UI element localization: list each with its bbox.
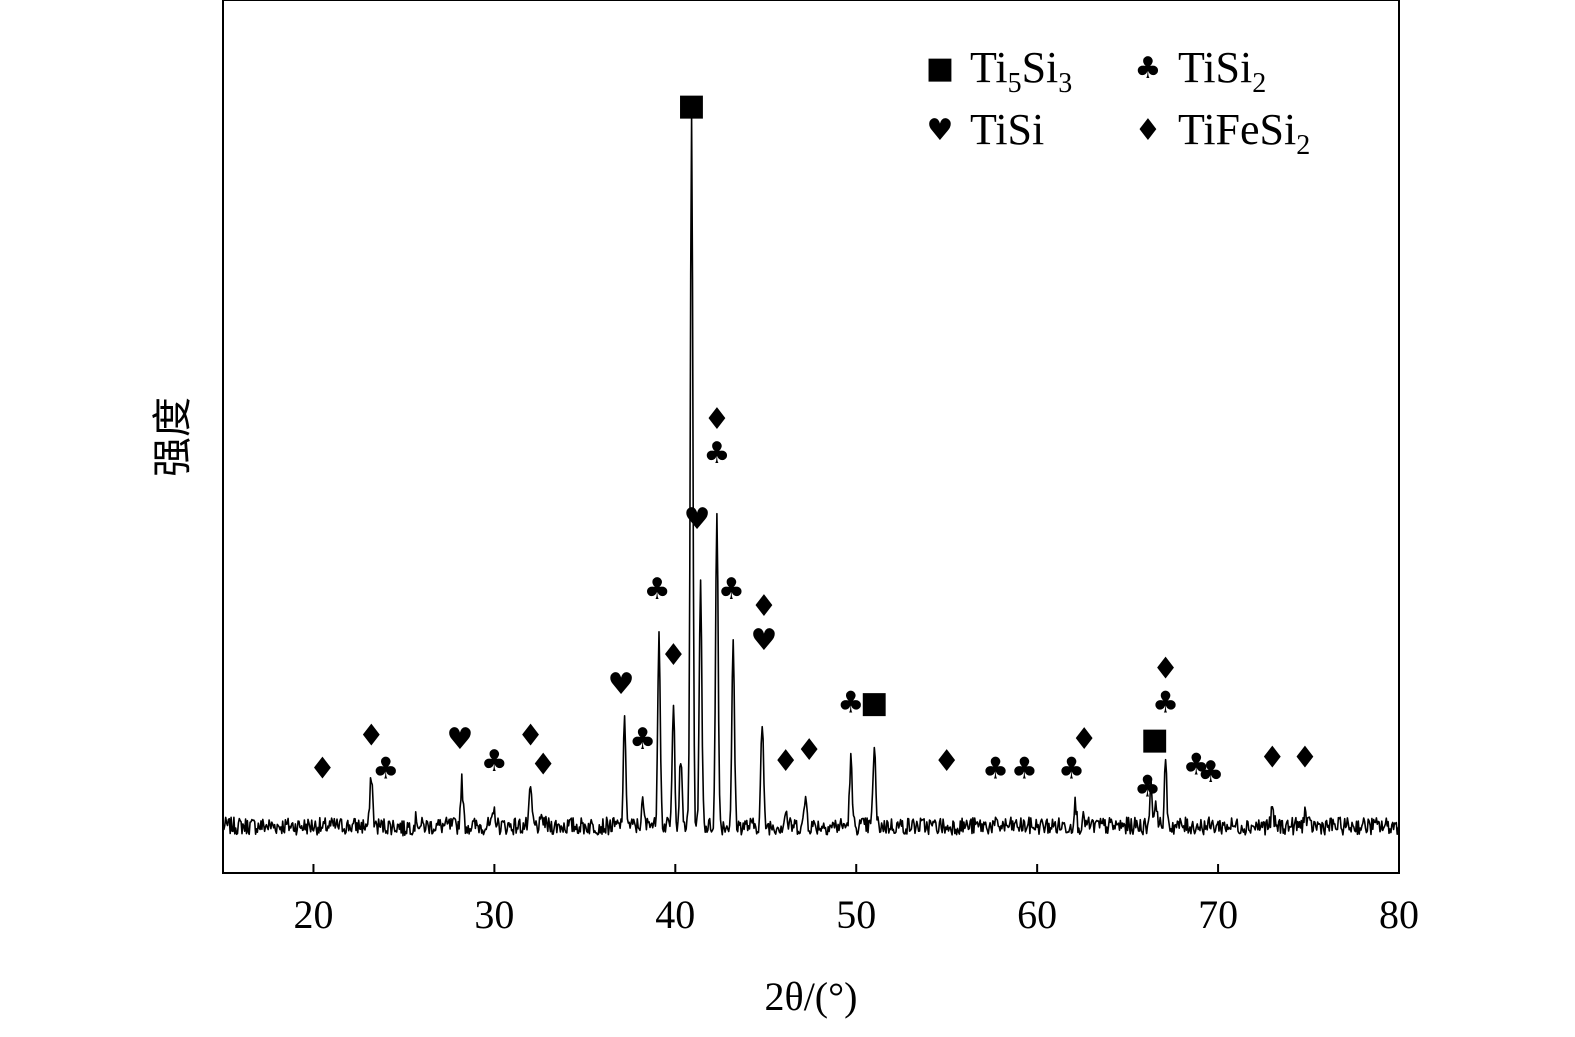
marker-tisi2-9-0: ♣ xyxy=(629,722,656,757)
legend-label-tisi2: TiSi2 xyxy=(1178,43,1266,99)
legend-symbol-ti5si3: ■ xyxy=(926,51,954,86)
marker-tifesi2-17-0: ♦ xyxy=(796,733,823,768)
x-tick-label-20: 20 xyxy=(293,892,333,937)
legend-label-tisi: TiSi xyxy=(970,105,1044,154)
marker-tifesi2-16-0: ♦ xyxy=(772,744,799,779)
marker-ti5si3-19-0: ■ xyxy=(860,685,888,720)
marker-tisi2-5-0: ♣ xyxy=(481,744,508,779)
legend-symbol-tifesi2: ♦ xyxy=(1135,113,1162,148)
x-tick-label-40: 40 xyxy=(655,892,695,937)
x-ticks: 20 30 40 50 60 70 80 xyxy=(293,864,1419,937)
plot-frame xyxy=(222,0,1400,874)
marker-tisi2-10-0: ♣ xyxy=(644,572,671,607)
x-axis-title: 2θ/(°) xyxy=(765,974,858,1019)
legend-symbol-tisi2: ♣ xyxy=(1135,51,1162,86)
marker-tisi-15-1: ♥ xyxy=(751,623,778,658)
marker-tisi2-14-0: ♣ xyxy=(718,572,745,607)
marker-tifesi2-24-0: ♦ xyxy=(1071,722,1098,757)
marker-tisi2-21-0: ♣ xyxy=(982,751,1009,786)
marker-tisi2-29-0: ♣ xyxy=(1197,755,1224,790)
marker-tifesi2-13-0: ♦ xyxy=(703,402,730,437)
marker-tisi2-23-0: ♣ xyxy=(1058,751,1085,786)
marker-tisi2-27-1: ♣ xyxy=(1152,685,1179,720)
marker-tifesi2-11-0: ♦ xyxy=(660,638,687,673)
marker-tifesi2-31-0: ♦ xyxy=(1291,740,1318,775)
marker-tifesi2-27-0: ♦ xyxy=(1152,651,1179,686)
marker-tisi-4-0: ♥ xyxy=(447,722,474,757)
marker-tifesi2-1-0: ♦ xyxy=(309,751,336,786)
x-tick-label-80: 80 xyxy=(1379,892,1419,937)
xrd-pattern-line xyxy=(222,116,1400,837)
x-tick-label-30: 30 xyxy=(474,892,514,937)
x-tick-label-50: 50 xyxy=(836,892,876,937)
marker-tifesi2-7-0: ♦ xyxy=(530,748,557,783)
marker-tisi-8-0: ♥ xyxy=(608,667,635,702)
marker-ti5si3-0-0: ■ xyxy=(677,88,705,123)
marker-tisi2-22-0: ♣ xyxy=(1011,751,1038,786)
legend: ■ Ti5Si3 ♣ TiSi2 ♥ TiSi ♦ TiFeSi2 xyxy=(926,43,1310,161)
marker-tisi-12-0: ♥ xyxy=(684,502,711,537)
marker-tifesi2-15-0: ♦ xyxy=(751,589,778,624)
y-axis-title: 强度 xyxy=(150,397,195,477)
x-tick-label-60: 60 xyxy=(1017,892,1057,937)
phase-markers: ■♦♦♣♥♣♦♦♥♣♣♦♥♦♣♣ ♦♥♦♦♣■♦ ♣ ♣ ♣♦♣■♦♣♣♣ ♦ ♦ xyxy=(309,88,1318,805)
x-tick-label-70: 70 xyxy=(1198,892,1238,937)
marker-tifesi2-20-0: ♦ xyxy=(933,744,960,779)
marker-tisi2-3-0: ♣ xyxy=(372,751,399,786)
marker-ti5si3-26-0: ■ xyxy=(1141,722,1169,757)
marker-tisi2-25-0: ♣ xyxy=(1134,770,1161,805)
marker-tisi2-13-1: ♣ xyxy=(703,436,730,471)
marker-tifesi2-6-0: ♦ xyxy=(517,718,544,753)
legend-symbol-tisi: ♥ xyxy=(927,113,954,148)
marker-tisi2-28-0: ♣ xyxy=(1183,748,1210,783)
marker-tifesi2-2-0: ♦ xyxy=(358,718,385,753)
legend-label-ti5si3: Ti5Si3 xyxy=(970,43,1072,99)
marker-tisi2-18-0: ♣ xyxy=(837,685,864,720)
marker-tifesi2-30-0: ♦ xyxy=(1259,740,1286,775)
legend-label-tifesi2: TiFeSi2 xyxy=(1178,105,1310,161)
